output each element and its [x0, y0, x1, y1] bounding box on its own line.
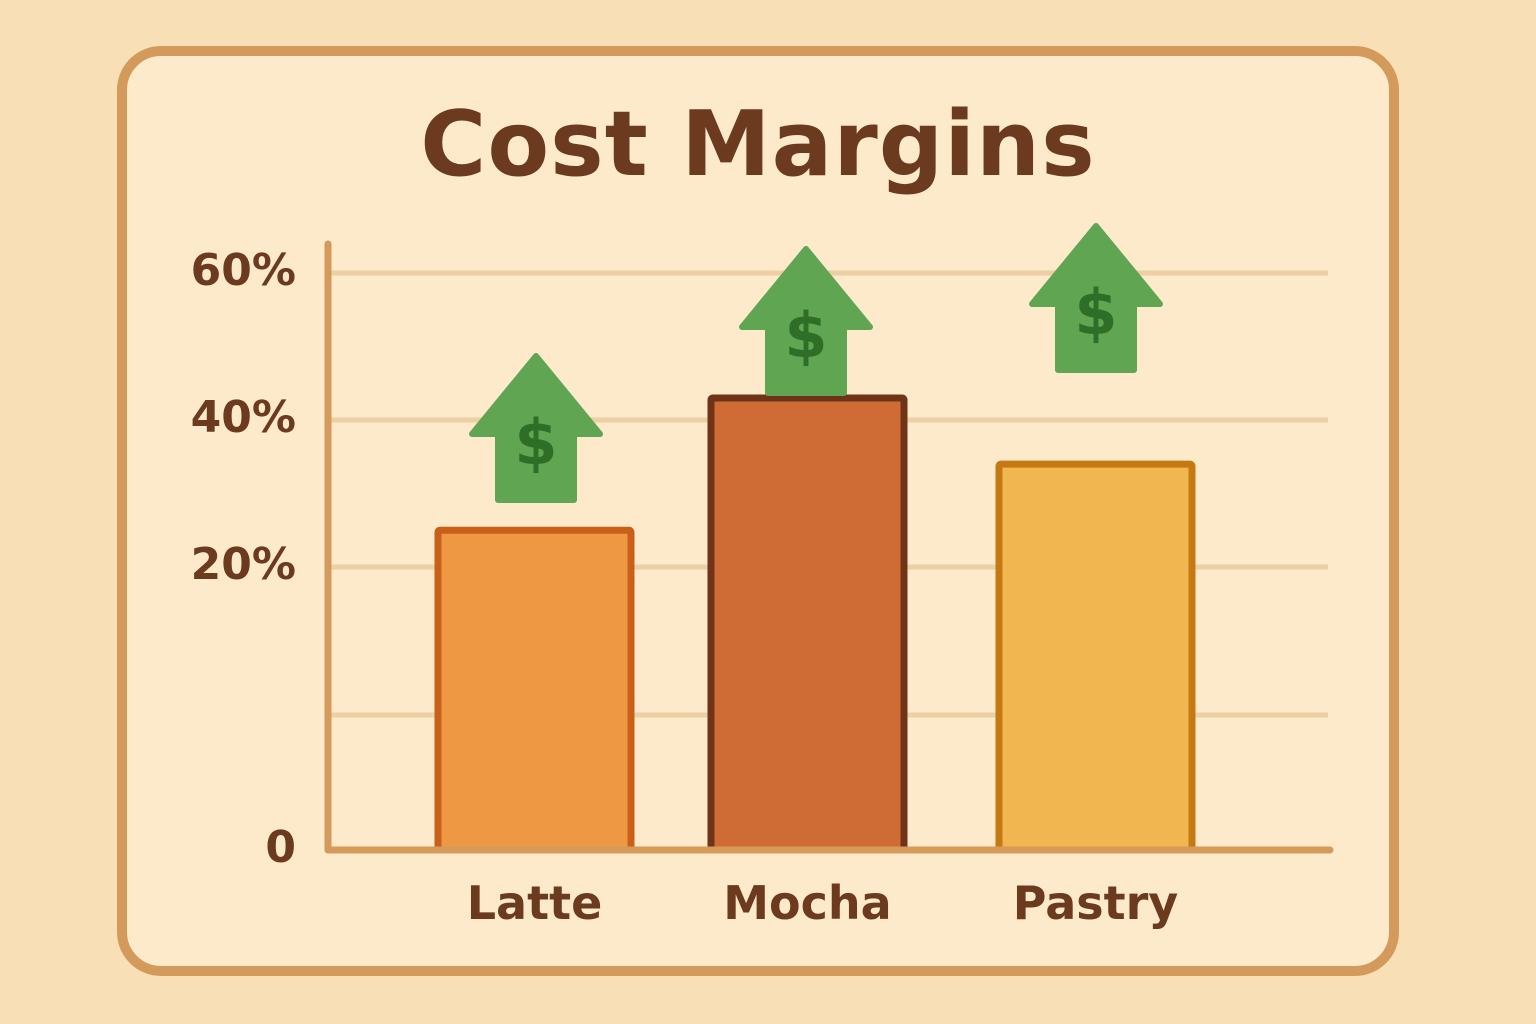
dollar-up-arrow-icon: $: [739, 246, 873, 396]
bars: [434, 394, 1196, 854]
bar-pastry: [995, 460, 1196, 854]
annotations: $ $ $: [469, 223, 1163, 503]
y-tick-label: 40%: [190, 392, 296, 443]
dollar-up-arrow-icon: $: [1029, 223, 1163, 373]
dollar-up-arrow-icon: $: [469, 353, 603, 503]
x-tick-label: Latte: [466, 876, 603, 930]
dollar-sign: $: [784, 299, 827, 372]
bar-latte: [434, 526, 635, 854]
dollar-sign: $: [514, 406, 557, 479]
axes: [324, 240, 1334, 854]
dollar-sign: $: [1074, 276, 1117, 349]
y-tick-label: 20%: [190, 539, 296, 590]
x-tick-label: Pastry: [1012, 876, 1179, 930]
y-tick-label: 0: [265, 822, 296, 873]
x-tick-label: Mocha: [723, 876, 892, 930]
chart-title: Cost Margins: [0, 92, 1536, 197]
chart-title-text: Cost Margins: [420, 92, 1096, 197]
y-tick-label: 60%: [190, 245, 296, 296]
bar-mocha: [707, 394, 908, 854]
